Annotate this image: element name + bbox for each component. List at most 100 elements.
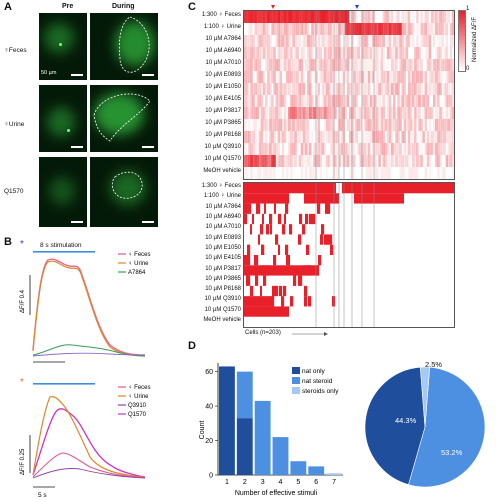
heatmap-cell — [256, 47, 259, 59]
heatmap-cell — [365, 107, 369, 119]
heatmap-cell — [386, 11, 390, 23]
binary-cell — [255, 275, 259, 286]
heatmap-cell — [334, 167, 337, 179]
heatmap-cell — [330, 11, 333, 23]
heatmap-cell — [409, 83, 413, 95]
heatmap-cell — [361, 11, 364, 23]
binary-cell — [244, 183, 336, 194]
heatmap-cell — [412, 59, 415, 71]
x-tick-label: 7 — [332, 479, 336, 486]
heatmap-cell — [332, 107, 335, 119]
heatmap-cell — [317, 11, 320, 23]
heatmap-cell — [286, 119, 289, 131]
heatmap-cell — [403, 155, 406, 167]
heatmap-cell — [353, 11, 356, 23]
heatmap-cell — [328, 119, 331, 131]
heatmap-cell — [403, 167, 406, 179]
heatmap-cell — [265, 47, 268, 59]
heatmap-cell — [313, 23, 316, 35]
heatmap-row-label: 10 µM Q1570 — [204, 306, 241, 313]
heatmap-cell — [372, 11, 375, 23]
heatmap-cell — [405, 143, 409, 155]
heatmap-cell — [447, 11, 451, 23]
heatmap-cell — [300, 167, 304, 179]
heatmap-cell — [292, 143, 295, 155]
heatmap-cell — [252, 95, 255, 107]
heatmap-cell — [346, 119, 350, 131]
heatmap-cell — [334, 11, 337, 23]
heatmap-cell — [449, 131, 453, 143]
colorbar-min: 0 — [466, 66, 470, 72]
heatmap-cell — [332, 131, 335, 143]
binary-cell — [250, 285, 254, 297]
heatmap-cell — [351, 119, 354, 131]
heatmap-cell — [428, 59, 432, 71]
heatmap-cell — [391, 143, 394, 155]
heatmap-cell — [395, 107, 398, 119]
heatmap-cell — [384, 167, 388, 179]
heatmap-cell — [283, 131, 287, 143]
binary-cell — [285, 203, 289, 214]
heatmap-cell — [275, 23, 278, 35]
heatmap-cell — [353, 23, 356, 35]
heatmap-cell — [346, 83, 350, 95]
heatmap-cell — [384, 83, 388, 95]
heatmap-cell — [315, 95, 318, 107]
heatmap-cell — [319, 143, 322, 155]
heatmap-cell — [357, 47, 360, 59]
heatmap-cell — [414, 95, 417, 107]
heatmap-cell — [296, 47, 299, 59]
heatmap-cell — [250, 167, 253, 179]
heatmap-cell — [323, 107, 327, 119]
heatmap-cell — [372, 71, 375, 83]
heatmap-cell — [372, 59, 375, 71]
heatmap-cell — [422, 35, 425, 47]
heatmap-cell — [321, 59, 325, 71]
heatmap-cell — [433, 35, 436, 47]
heatmap-cell — [296, 119, 299, 131]
heatmap-cell — [315, 71, 318, 83]
heatmap-cell — [367, 35, 371, 47]
star-bottom: * — [20, 377, 24, 388]
bar-series — [219, 366, 342, 475]
heatmap-cell — [428, 83, 432, 95]
heatmap-cell — [437, 95, 440, 107]
heatmap-cell — [365, 23, 369, 35]
heatmap-cell — [407, 143, 411, 155]
heatmap-cell — [437, 119, 440, 131]
heatmap-cell — [265, 83, 268, 95]
heatmap-cell — [405, 47, 409, 59]
heatmap-cell — [340, 143, 343, 155]
heatmap-cell — [376, 71, 379, 83]
heatmap-cell — [353, 83, 356, 95]
heatmap-cell — [388, 107, 392, 119]
heatmap-cell — [279, 47, 283, 59]
heatmap-cell — [439, 23, 442, 35]
heatmap-cell — [304, 155, 308, 167]
heatmap-cell — [384, 155, 388, 167]
heatmap-cell — [361, 95, 364, 107]
heatmap-cell — [321, 23, 325, 35]
heatmap-cell — [414, 107, 417, 119]
heatmap-cell — [250, 107, 253, 119]
heatmap-cell — [319, 35, 322, 47]
heatmap-cell — [355, 71, 358, 83]
binary-cell — [275, 234, 279, 245]
heatmap-cell — [424, 83, 427, 95]
heatmap-cell — [292, 71, 295, 83]
heatmap-cell — [403, 59, 406, 71]
heatmap-cell — [397, 119, 400, 131]
heatmap-cell — [363, 83, 367, 95]
heatmap-cell — [445, 107, 448, 119]
heatmap-cell — [271, 107, 274, 119]
heatmap-cell — [258, 131, 262, 143]
heatmap-cell — [407, 59, 411, 71]
legend-top-item: A7864 — [128, 270, 146, 276]
heatmap-cell — [271, 167, 274, 179]
heatmap-cell — [246, 35, 249, 47]
heatmap-cell — [262, 11, 266, 23]
heatmap-cell — [353, 47, 356, 59]
heatmap-cell — [309, 11, 312, 23]
heatmap-cell — [412, 143, 415, 155]
heatmap-cell — [391, 47, 394, 59]
